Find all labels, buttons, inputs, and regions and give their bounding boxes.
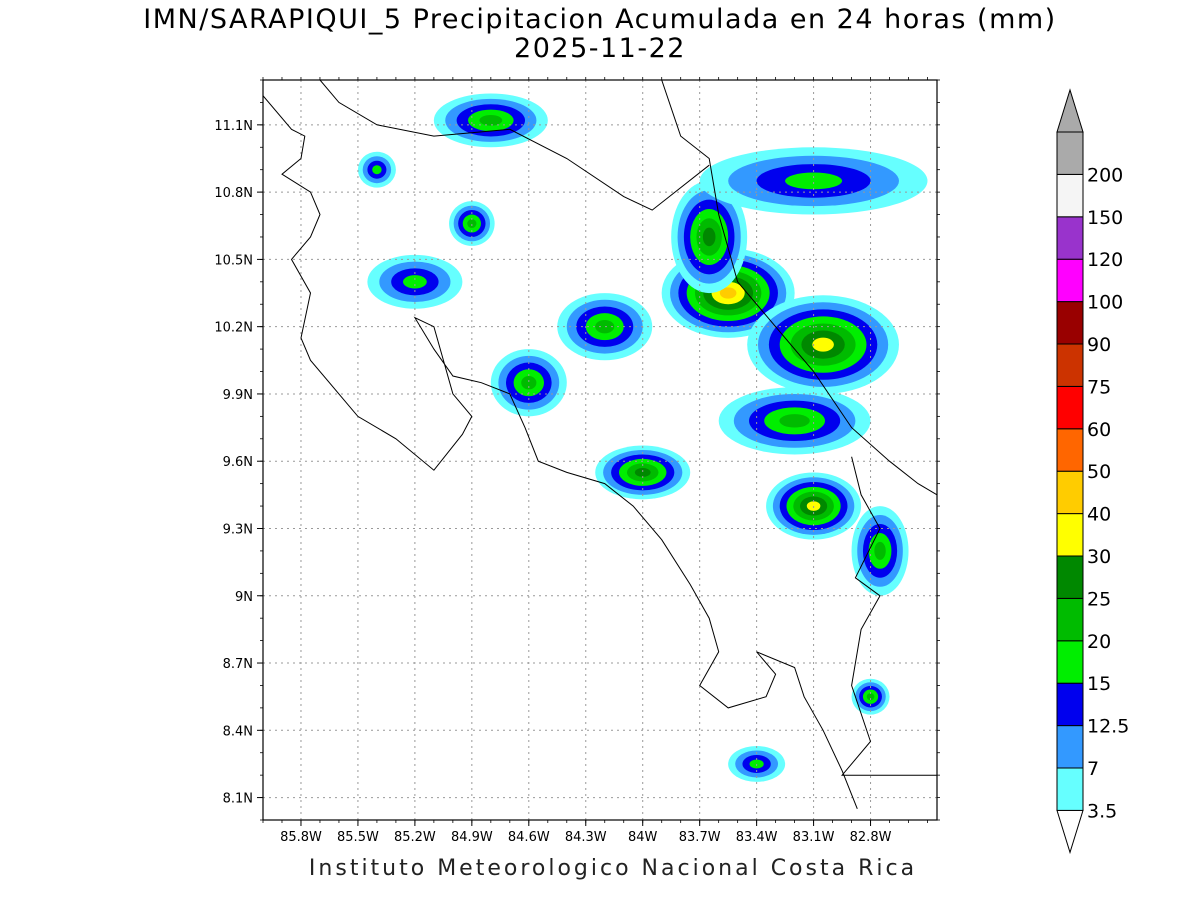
lat-tick-label: 10.2N [214, 321, 253, 336]
precip-contour [719, 287, 737, 299]
map-axes: 85.8W 85.5W 85.2W 84.9W 84.6W 84.3W 84W 83.7W 83… [214, 77, 940, 845]
precip-contour [372, 165, 382, 175]
colorbar-label: 12.5 [1087, 716, 1129, 738]
colorbar-label: 100 [1087, 292, 1123, 314]
lon-tick-label: 84.9W [451, 830, 493, 845]
colorbar-label: 150 [1087, 207, 1123, 229]
precip-cell [671, 180, 748, 294]
colorbar-swatch [1056, 258, 1084, 303]
lat-tick-label: 9N [235, 590, 253, 605]
colorbar-swatch [1056, 767, 1084, 811]
precip-cell [449, 201, 495, 246]
caribbean-coastline [661, 80, 937, 496]
coastline [263, 80, 937, 809]
colorbar-swatch [1056, 597, 1084, 642]
precip-contour [402, 275, 427, 289]
lon-tick-label: 82.8W [850, 830, 892, 845]
lat-tick-label: 9.3N [223, 522, 253, 537]
precip-cell [357, 151, 396, 188]
colorbar-label: 90 [1087, 334, 1111, 356]
precip-contour [595, 319, 615, 334]
precip-contour [702, 227, 716, 247]
precip-contour [479, 114, 503, 126]
lon-tick-label: 83.1W [793, 830, 835, 845]
lon-tick-label: 84W [628, 830, 658, 845]
colorbar-label: 60 [1087, 419, 1111, 441]
lon-tick-label: 84.3W [565, 830, 607, 845]
precip-contour [779, 414, 810, 428]
colorbar-swatch [1056, 173, 1084, 218]
precip-cell [851, 678, 890, 715]
lat-tick-label: 11.1N [214, 119, 253, 134]
nicaragua-border [319, 80, 710, 211]
colorbar-label: 50 [1087, 461, 1111, 483]
lat-tick-label: 9.6N [223, 455, 253, 470]
panama-border [841, 456, 937, 776]
colorbar-label: 120 [1087, 249, 1123, 271]
precip-contour [785, 172, 843, 190]
lat-tick-label: 8.1N [223, 792, 253, 807]
colorbar-label: 3.5 [1087, 800, 1117, 822]
colorbar-label: 15 [1087, 673, 1111, 695]
precipitation-field [357, 93, 928, 782]
colorbar-max-arrow [1056, 88, 1084, 133]
colorbar-label: 40 [1087, 504, 1111, 526]
colorbar-label: 200 [1087, 164, 1123, 186]
map-title: IMN/SARAPIQUI_5 Precipitacion Acumulada … [143, 4, 1057, 35]
colorbar-swatch [1056, 216, 1084, 260]
colorbar-label: 20 [1087, 631, 1111, 653]
precip-cell [433, 93, 548, 148]
colorbar-swatch [1056, 640, 1084, 684]
precip-cell [718, 387, 871, 455]
precip-cell [557, 293, 653, 361]
colorbar-swatch [1056, 301, 1084, 345]
precip-cell [747, 295, 899, 394]
pacific-coastline [263, 95, 858, 809]
precip-contour [634, 467, 651, 477]
lat-tick-label: 8.4N [223, 724, 253, 739]
precip-contour [521, 376, 537, 390]
colorbar-swatch [1056, 725, 1084, 769]
footer-credit: Instituto Meteorologico Nacional Costa R… [308, 856, 918, 881]
lat-tick-label: 8.7N [223, 657, 253, 672]
colorbar-swatch [1056, 555, 1084, 599]
precip-contour [749, 759, 764, 769]
map-date: 2025-11-22 [514, 33, 686, 64]
precip-cell [367, 254, 463, 309]
precip-contour [467, 219, 477, 229]
precip-cell [699, 147, 928, 215]
colorbar-swatch [1056, 470, 1084, 515]
precip-contour [812, 337, 834, 352]
colorbar-swatch [1056, 682, 1084, 727]
precip-cell [728, 746, 786, 782]
lon-tick-label: 85.5W [337, 830, 379, 845]
lon-tick-label: 85.2W [394, 830, 436, 845]
lat-tick-label: 10.8N [214, 186, 253, 201]
colorbar-label: 7 [1087, 758, 1099, 780]
lon-tick-label: 83.7W [679, 830, 721, 845]
lon-tick-label: 83.4W [736, 830, 778, 845]
colorbar-swatch [1056, 385, 1084, 430]
precip-contour [874, 541, 886, 560]
precip-cell [851, 506, 909, 596]
colorbar-swatch [1056, 131, 1084, 175]
colorbar-label: 30 [1087, 546, 1111, 568]
precip-cell [595, 445, 691, 500]
map-gridlines [263, 80, 937, 820]
colorbar-label: 25 [1087, 588, 1111, 610]
colorbar-swatch [1056, 428, 1084, 472]
colorbar-min-arrow [1056, 809, 1084, 855]
lat-tick-label: 10.5N [214, 253, 253, 268]
lat-tick-label: 9.9N [223, 388, 253, 403]
colorbar-label: 75 [1087, 376, 1111, 398]
lon-tick-label: 84.6W [508, 830, 550, 845]
lon-tick-label: 85.8W [280, 830, 322, 845]
colorbar: 3.5 7 12.5 15 20 25 30 40 50 60 75 90 100 120 150 200 [1056, 88, 1129, 855]
precip-cell [490, 349, 567, 417]
colorbar-swatch [1056, 343, 1084, 387]
colorbar-swatch [1056, 513, 1084, 557]
map-frame [262, 79, 938, 821]
precip-contour [866, 693, 875, 701]
